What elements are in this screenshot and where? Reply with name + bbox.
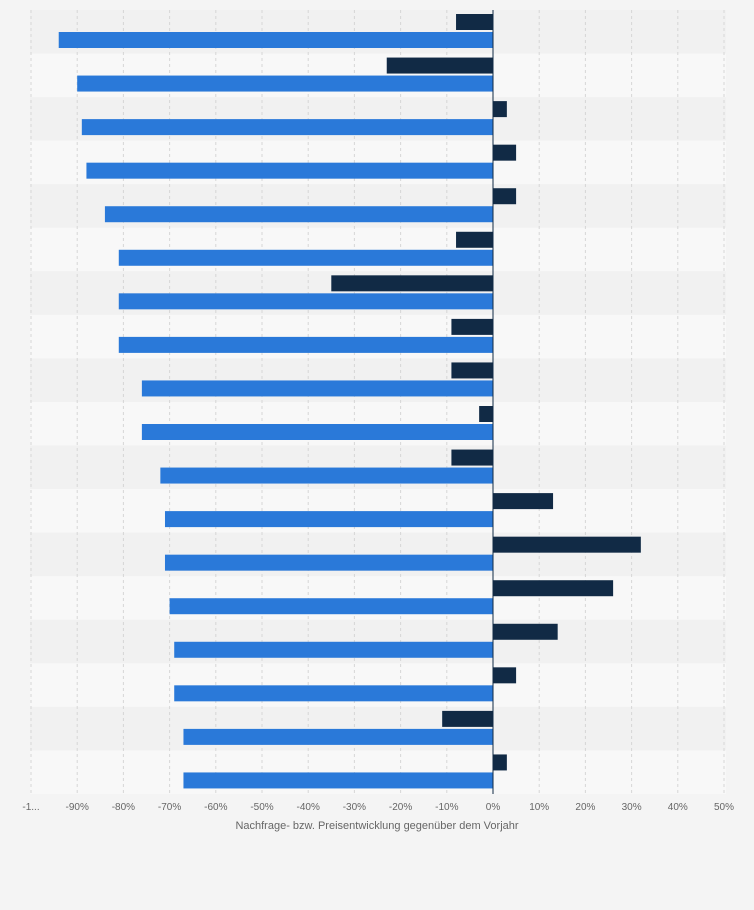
bar-blue[interactable] — [118, 336, 493, 353]
bar-dark[interactable] — [493, 493, 554, 510]
x-tick-label: -40% — [297, 802, 320, 813]
bar-dark[interactable] — [493, 580, 614, 597]
bar-dark[interactable] — [493, 101, 507, 118]
bar-dark[interactable] — [456, 14, 493, 30]
x-tick-label: -10% — [435, 802, 458, 813]
x-tick-label: 50% — [714, 802, 734, 813]
x-tick-label: -80% — [112, 802, 135, 813]
bar-dark[interactable] — [493, 667, 517, 684]
bar-blue[interactable] — [164, 554, 494, 571]
bar-blue[interactable] — [160, 467, 494, 484]
bar-dark[interactable] — [386, 57, 493, 74]
x-axis-ticks: -1... -90% -80% -70% -60% -50% -40% -30% -20% -10… — [22, 802, 734, 813]
x-tick-label: -60% — [204, 802, 227, 813]
bar-blue[interactable] — [104, 206, 494, 223]
bar-blue[interactable] — [81, 119, 493, 136]
bar-blue[interactable] — [86, 162, 493, 179]
bar-blue[interactable] — [174, 641, 493, 658]
bar-blue[interactable] — [141, 424, 493, 440]
bar-dark[interactable] — [493, 623, 558, 640]
bar-blue[interactable] — [141, 380, 493, 397]
bar-blue[interactable] — [77, 75, 493, 92]
bar-dark[interactable] — [493, 188, 517, 205]
x-tick-label: -20% — [389, 802, 412, 813]
bar-dark[interactable] — [451, 318, 493, 335]
bar-dark[interactable] — [493, 144, 517, 161]
bar-dark[interactable] — [331, 275, 493, 292]
bar-dark[interactable] — [456, 231, 493, 248]
bar-blue[interactable] — [118, 249, 493, 266]
x-tick-label: -70% — [158, 802, 181, 813]
bars — [58, 14, 641, 789]
bar-blue[interactable] — [58, 32, 493, 48]
bar-blue[interactable] — [169, 598, 493, 615]
x-tick-label: 30% — [622, 802, 642, 813]
x-tick-label: -30% — [343, 802, 366, 813]
bar-dark[interactable] — [493, 536, 641, 553]
gridlines — [30, 10, 725, 794]
x-tick-label: 20% — [575, 802, 595, 813]
x-tick-label: -50% — [250, 802, 273, 813]
x-tick-label: -90% — [66, 802, 89, 813]
x-axis-label: Nachfrage- bzw. Preisentwicklung gegenüb… — [235, 820, 518, 832]
bar-dark[interactable] — [493, 754, 507, 771]
bar-blue[interactable] — [183, 772, 493, 789]
x-tick-label: 40% — [668, 802, 688, 813]
x-tick-label: 0% — [486, 802, 501, 813]
bar-dark[interactable] — [451, 449, 493, 466]
bar-blue[interactable] — [183, 728, 493, 745]
bar-blue[interactable] — [118, 293, 493, 310]
bar-dark[interactable] — [479, 406, 493, 422]
x-tick-label: 10% — [529, 802, 549, 813]
x-tick-label: -1... — [22, 802, 39, 813]
bar-dark[interactable] — [442, 710, 493, 727]
bar-blue[interactable] — [164, 511, 494, 528]
bar-blue[interactable] — [174, 685, 493, 702]
bar-dark[interactable] — [451, 362, 493, 379]
